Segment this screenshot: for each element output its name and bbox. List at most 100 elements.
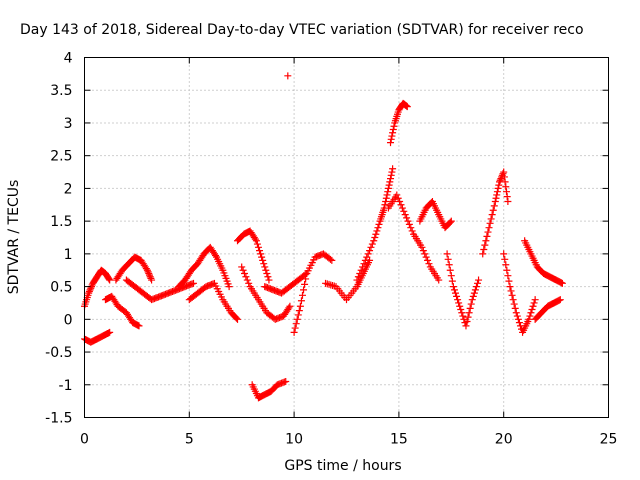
data-point	[243, 276, 251, 284]
data-point	[447, 217, 455, 225]
data-point	[503, 193, 511, 201]
data-point	[212, 252, 219, 259]
series-low-band-a	[81, 328, 114, 346]
data-point	[384, 188, 392, 196]
data-point	[254, 243, 262, 251]
data-point	[238, 263, 246, 271]
data-point	[470, 289, 478, 297]
data-point	[367, 243, 375, 251]
data-point	[490, 202, 498, 210]
data-point	[293, 315, 301, 323]
series-dip-18	[443, 250, 483, 330]
data-point	[424, 256, 432, 264]
data-point	[390, 122, 398, 130]
series-wave-10	[290, 250, 336, 336]
data-point	[479, 250, 487, 258]
data-point	[242, 273, 250, 281]
data-point	[485, 224, 493, 232]
data-point	[453, 292, 461, 300]
data-point	[385, 181, 393, 189]
data-point	[500, 173, 508, 181]
data-point	[493, 188, 501, 196]
series-wave-b	[185, 279, 242, 323]
data-point	[530, 299, 538, 307]
series-spike-19	[479, 168, 512, 258]
data-point	[528, 306, 536, 313]
series-peak-15	[387, 99, 411, 147]
data-point	[353, 276, 361, 284]
data-point	[500, 168, 508, 176]
data-point	[375, 220, 383, 228]
data-point	[286, 302, 294, 310]
data-point	[285, 304, 293, 312]
data-point	[481, 241, 489, 249]
data-point	[106, 276, 114, 284]
data-point	[225, 283, 233, 291]
data-point	[359, 263, 367, 271]
data-point	[147, 274, 155, 282]
data-point	[297, 297, 305, 305]
data-point	[363, 253, 371, 261]
data-point	[408, 227, 416, 235]
data-point	[394, 194, 402, 202]
data-point	[466, 304, 474, 312]
series-late-21	[521, 237, 566, 287]
data-point	[531, 296, 539, 304]
data-point	[504, 198, 512, 205]
data-point	[510, 300, 518, 308]
data-point	[468, 296, 476, 304]
data-point	[467, 300, 475, 308]
data-point	[529, 302, 537, 310]
data-point	[397, 201, 405, 209]
data-point	[480, 246, 488, 253]
data-point	[451, 289, 459, 297]
data-point	[386, 178, 394, 186]
data-point	[443, 250, 451, 258]
data-point	[505, 277, 513, 285]
data-point	[499, 170, 507, 178]
data-point	[373, 227, 381, 235]
y-tick-label: 1	[64, 247, 73, 263]
data-point	[435, 276, 443, 284]
data-point	[403, 103, 411, 111]
y-tick-label: 1.5	[50, 214, 72, 230]
data-point	[418, 243, 426, 251]
data-point	[232, 314, 240, 322]
data-point	[446, 266, 454, 274]
data-point	[356, 270, 364, 277]
data-point	[486, 219, 494, 227]
data-point	[135, 322, 143, 330]
data-point	[511, 304, 519, 312]
data-point	[291, 324, 299, 332]
data-point	[489, 206, 497, 214]
x-tick-labels: 0 5 10 15 20 25	[80, 432, 617, 448]
data-point	[85, 289, 93, 297]
data-point	[252, 237, 260, 245]
data-point	[503, 266, 511, 274]
data-point	[472, 283, 480, 291]
data-point	[302, 275, 310, 283]
data-point	[259, 256, 267, 264]
data-point	[384, 184, 392, 192]
series-wave-a	[175, 243, 233, 291]
data-point	[495, 181, 503, 189]
data-point	[298, 291, 306, 299]
data-point	[261, 263, 269, 271]
data-point	[396, 198, 404, 205]
data-point	[389, 165, 397, 173]
data-point	[240, 270, 248, 277]
series-rise-7	[234, 227, 273, 284]
data-point	[482, 237, 490, 245]
data-point	[469, 292, 477, 300]
data-point	[146, 273, 154, 281]
data-point	[419, 247, 427, 255]
data-point	[383, 191, 391, 199]
data-point	[558, 279, 566, 287]
data-point	[463, 318, 471, 325]
data-point	[371, 234, 379, 241]
data-point	[496, 176, 504, 184]
y-tick-label: 2.5	[50, 149, 72, 165]
data-point	[245, 279, 253, 287]
series-band-15	[384, 191, 443, 284]
